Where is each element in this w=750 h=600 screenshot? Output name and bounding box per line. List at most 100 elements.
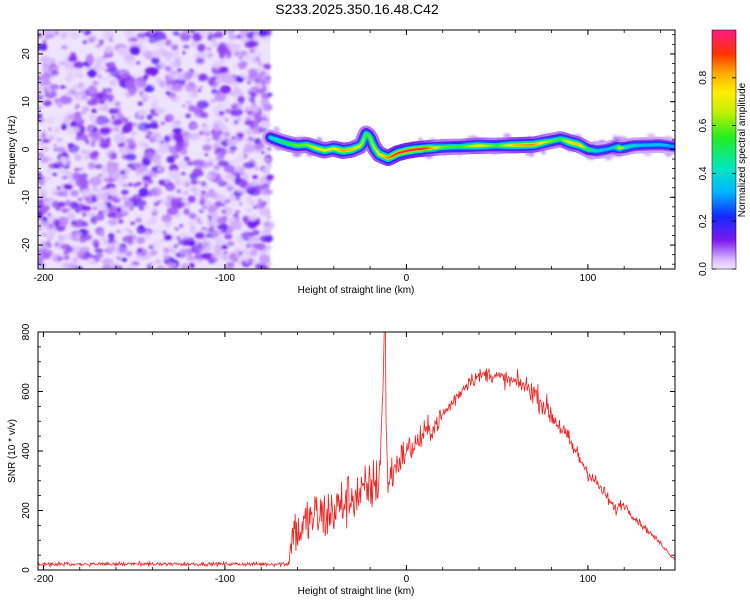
noise-blob	[127, 37, 134, 43]
noise-blob	[170, 96, 176, 101]
noise-blob	[80, 168, 83, 171]
noise-blob	[89, 176, 102, 187]
noise-blob	[259, 252, 263, 255]
noise-blob	[186, 254, 196, 262]
noise-blob	[81, 205, 92, 212]
noise-blob	[198, 86, 203, 89]
noise-blob	[220, 256, 225, 260]
noise-blob	[109, 67, 119, 77]
noise-blob	[154, 217, 159, 222]
noise-blob	[43, 100, 53, 106]
noise-blob	[172, 127, 182, 134]
noise-blob	[193, 246, 206, 254]
noise-blob	[145, 151, 154, 159]
spectrogram-y-tick-label: -10	[21, 190, 32, 205]
noise-blob	[101, 258, 114, 265]
noise-blob	[100, 65, 108, 71]
noise-blob	[188, 212, 197, 220]
noise-blob	[234, 210, 241, 214]
noise-blob	[237, 117, 243, 121]
figure-title: S233.2025.350.16.48.C42	[275, 1, 439, 17]
noise-blob	[61, 190, 69, 198]
noise-blob	[69, 201, 79, 210]
noise-blob	[182, 104, 186, 108]
noise-blob	[64, 92, 72, 98]
noise-blob	[207, 31, 214, 37]
noise-blob	[106, 87, 113, 94]
noise-blob	[186, 202, 191, 207]
noise-blob	[126, 159, 131, 164]
spectrogram-x-tick-label: 0	[404, 273, 410, 284]
noise-blob	[211, 171, 218, 177]
noise-blob	[245, 206, 253, 214]
noise-blob	[234, 120, 239, 124]
noise-blob	[124, 198, 130, 203]
noise-blob	[218, 111, 225, 116]
noise-blob	[243, 54, 253, 61]
noise-blob	[190, 179, 199, 185]
noise-blob	[135, 172, 140, 177]
noise-blob	[158, 146, 170, 155]
spectrogram-heatmap	[38, 30, 675, 269]
noise-blob	[224, 263, 234, 269]
noise-blob	[266, 245, 273, 250]
noise-blob	[265, 76, 272, 80]
noise-blob	[189, 220, 195, 227]
snr-y-tick-label: 800	[21, 323, 32, 340]
noise-blob	[126, 116, 132, 119]
noise-blob	[196, 218, 201, 222]
colorbar-ticks: 0.0 0.2 0.4 0.6 0.8	[698, 70, 736, 276]
noise-blob	[182, 142, 189, 147]
noise-blob	[150, 249, 158, 256]
noise-blob	[40, 232, 47, 237]
noise-blob	[223, 199, 231, 204]
snr-y-tick-label: 200	[21, 502, 32, 519]
noise-blob	[38, 86, 44, 96]
noise-blob	[94, 57, 103, 67]
noise-blob	[215, 89, 221, 95]
noise-blob	[87, 68, 96, 78]
noise-blob	[83, 61, 89, 67]
noise-blob	[115, 246, 128, 256]
noise-blob	[236, 188, 243, 193]
spectrogram-y-tick-label: 20	[21, 48, 32, 60]
noise-blob	[144, 144, 149, 148]
noise-blob	[91, 108, 97, 114]
noise-blob	[38, 220, 41, 224]
noise-blob	[41, 72, 52, 78]
noise-blob	[205, 132, 211, 137]
noise-blob	[73, 61, 84, 69]
noise-blob	[167, 266, 174, 269]
noise-blob	[79, 246, 90, 254]
noise-blob	[251, 87, 257, 90]
noise-blob	[215, 103, 226, 111]
noise-blob	[254, 166, 260, 171]
ridge-segment	[369, 137, 374, 146]
noise-blob	[180, 198, 186, 202]
noise-blob	[166, 71, 177, 81]
noise-blob	[217, 160, 230, 167]
spectrogram-x-axis-label: Height of straight line (km)	[298, 285, 415, 296]
noise-blob	[182, 30, 189, 35]
noise-blob	[71, 256, 79, 264]
noise-blob	[257, 198, 263, 204]
spectrogram-y-tick-label: 10	[21, 96, 32, 108]
noise-blob	[187, 240, 196, 247]
snr-y-tick-label: 400	[21, 442, 32, 459]
noise-blob	[255, 56, 261, 62]
noise-blob	[256, 66, 265, 73]
noise-blob	[149, 262, 154, 267]
noise-blob	[95, 115, 109, 126]
noise-blob	[144, 67, 159, 76]
noise-blob	[54, 242, 60, 247]
noise-blob	[212, 133, 221, 141]
noise-blob	[185, 113, 191, 119]
noise-blob	[45, 169, 52, 173]
noise-blob	[109, 245, 116, 252]
noise-blob	[249, 159, 255, 163]
noise-blob	[54, 30, 60, 36]
noise-blob	[145, 135, 151, 139]
noise-blob	[111, 115, 116, 120]
